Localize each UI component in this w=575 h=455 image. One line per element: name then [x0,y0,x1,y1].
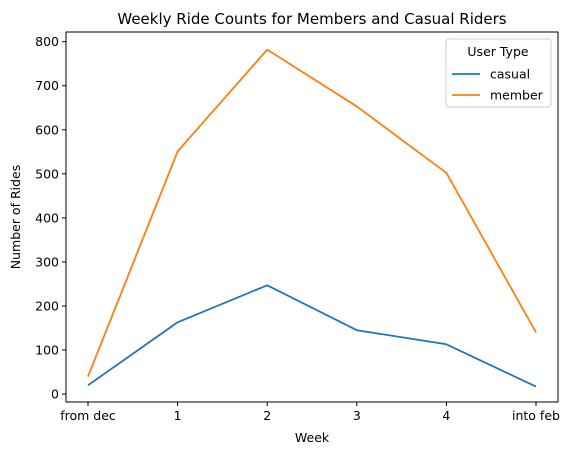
x-axis-label: Week [295,430,330,445]
y-tick-label: 200 [35,298,59,313]
y-tick-label: 300 [35,254,59,269]
x-axis: from dec 1 2 3 4 into feb [60,402,560,423]
plot-area [65,31,559,403]
x-tick-label: 2 [263,408,271,423]
x-tick-label: from dec [60,408,116,423]
y-tick-label: 0 [51,387,59,402]
x-tick-label: into feb [512,408,560,423]
y-tick-label: 700 [35,78,59,93]
y-tick-label: 800 [35,34,59,49]
legend-box [445,38,552,108]
chart-title: Weekly Ride Counts for Members and Casua… [117,10,506,28]
y-axis: 0 100 200 300 400 500 600 700 800 [35,34,66,402]
y-tick-label: 100 [35,343,59,358]
legend: User Type casual member [445,38,552,108]
legend-entries: casual member [452,67,544,103]
y-tick-label: 500 [35,166,59,181]
y-axis-label: Number of Rides [8,165,23,270]
y-tick-label: 400 [35,210,59,225]
series-line-member [87,48,537,377]
legend-label-casual: casual [490,67,530,82]
series-line-casual [87,284,537,388]
x-tick-label: 4 [442,408,450,423]
x-tick-label: 1 [174,408,182,423]
plot-frame [65,31,559,403]
x-tick-label: 3 [353,408,361,423]
legend-title: User Type [467,44,528,59]
y-tick-label: 600 [35,122,59,137]
series-lines [87,48,537,388]
legend-label-member: member [490,88,544,103]
